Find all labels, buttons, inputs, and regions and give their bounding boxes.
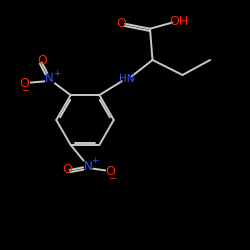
Text: O: O (62, 164, 72, 176)
Text: O: O (116, 17, 126, 30)
Text: O: O (106, 165, 116, 178)
Text: +: + (92, 156, 99, 165)
Text: +: + (52, 69, 60, 78)
Text: HN: HN (118, 74, 134, 84)
Text: −: − (22, 86, 30, 96)
Text: O: O (20, 77, 29, 90)
Text: N: N (84, 160, 92, 173)
Text: OH: OH (169, 15, 188, 28)
Text: O: O (37, 54, 47, 66)
Text: N: N (45, 72, 54, 85)
Text: −: − (109, 174, 117, 184)
